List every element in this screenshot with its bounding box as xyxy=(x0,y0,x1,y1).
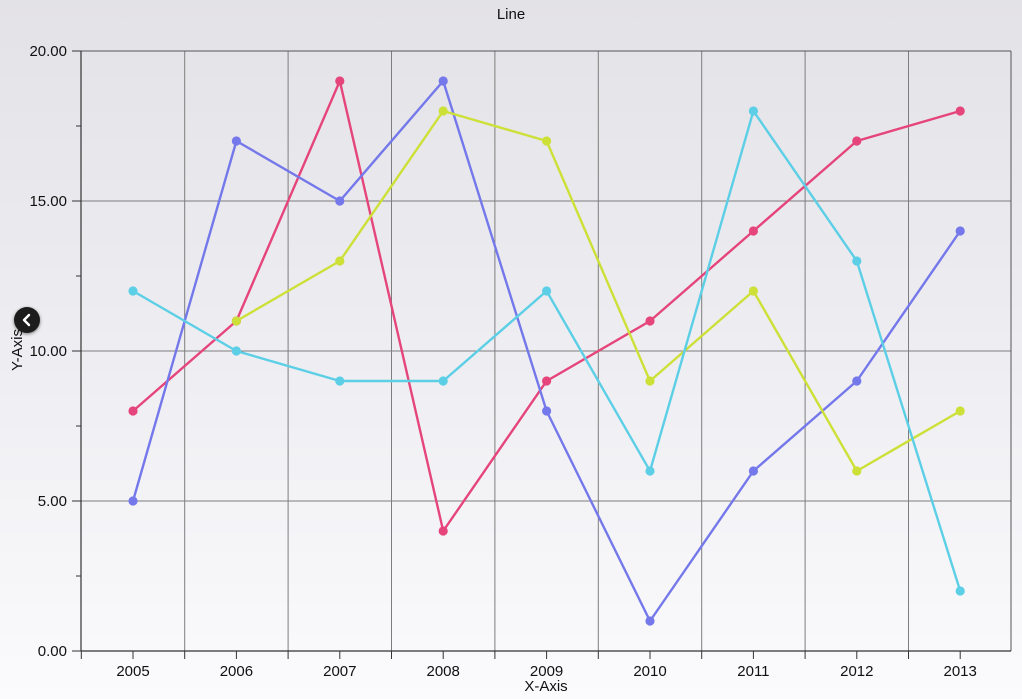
x-tick-label: 2007 xyxy=(323,663,356,680)
data-point[interactable] xyxy=(231,346,241,356)
back-button[interactable] xyxy=(14,307,40,333)
data-point[interactable] xyxy=(335,376,345,386)
data-point[interactable] xyxy=(128,496,138,506)
data-point[interactable] xyxy=(748,226,759,236)
axes: 0.00 5.00 10.00 15.00 20.00 2005 2006 2007 2008 2… xyxy=(29,43,1012,680)
data-point[interactable] xyxy=(438,526,448,536)
data-point[interactable] xyxy=(645,376,655,386)
data-point[interactable] xyxy=(852,466,862,476)
x-tick-label: 2013 xyxy=(944,663,977,680)
data-point[interactable] xyxy=(542,376,552,386)
data-point[interactable] xyxy=(852,256,862,266)
data-point[interactable] xyxy=(128,406,138,416)
data-point[interactable] xyxy=(748,286,759,296)
data-point[interactable] xyxy=(955,406,965,416)
data-point[interactable] xyxy=(645,466,655,476)
series xyxy=(128,76,965,626)
data-point[interactable] xyxy=(438,376,448,386)
data-point[interactable] xyxy=(542,136,552,146)
x-tick-label: 2010 xyxy=(633,663,666,680)
y-tick-label: 5.00 xyxy=(38,493,67,510)
y-tick-label: 20.00 xyxy=(29,43,67,60)
x-tick-label: 2012 xyxy=(840,663,873,680)
data-point[interactable] xyxy=(542,286,552,296)
data-point[interactable] xyxy=(748,466,759,476)
data-point[interactable] xyxy=(955,106,965,116)
data-point[interactable] xyxy=(231,316,241,326)
data-point[interactable] xyxy=(542,406,552,416)
data-point[interactable] xyxy=(645,316,655,326)
x-tick-label: 2009 xyxy=(530,663,563,680)
data-point[interactable] xyxy=(438,76,448,86)
x-tick-label: 2008 xyxy=(427,663,460,680)
data-point[interactable] xyxy=(231,136,241,146)
x-tick-label: 2005 xyxy=(116,663,149,680)
data-point[interactable] xyxy=(335,76,345,86)
data-point[interactable] xyxy=(852,376,862,386)
series-line-1 xyxy=(132,79,961,533)
x-axis-label: X-Axis xyxy=(524,678,567,695)
data-point[interactable] xyxy=(955,226,965,236)
y-tick-label: 0.00 xyxy=(38,643,67,660)
data-point[interactable] xyxy=(128,286,138,296)
chart-title: Line xyxy=(497,6,525,23)
y-tick-label: 10.00 xyxy=(29,343,67,360)
y-axis-label: Y-Axis xyxy=(9,329,26,371)
data-point[interactable] xyxy=(335,196,345,206)
y-tick-label: 15.00 xyxy=(29,193,67,210)
data-point[interactable] xyxy=(438,106,448,116)
data-point[interactable] xyxy=(852,136,862,146)
data-point[interactable] xyxy=(748,106,759,116)
data-point[interactable] xyxy=(645,616,655,626)
data-point[interactable] xyxy=(335,256,345,266)
series-line-3 xyxy=(235,109,961,473)
x-tick-label: 2011 xyxy=(737,663,769,680)
x-tick-label: 2006 xyxy=(220,663,253,680)
chevron-left-icon xyxy=(22,313,31,327)
data-point[interactable] xyxy=(955,586,965,596)
